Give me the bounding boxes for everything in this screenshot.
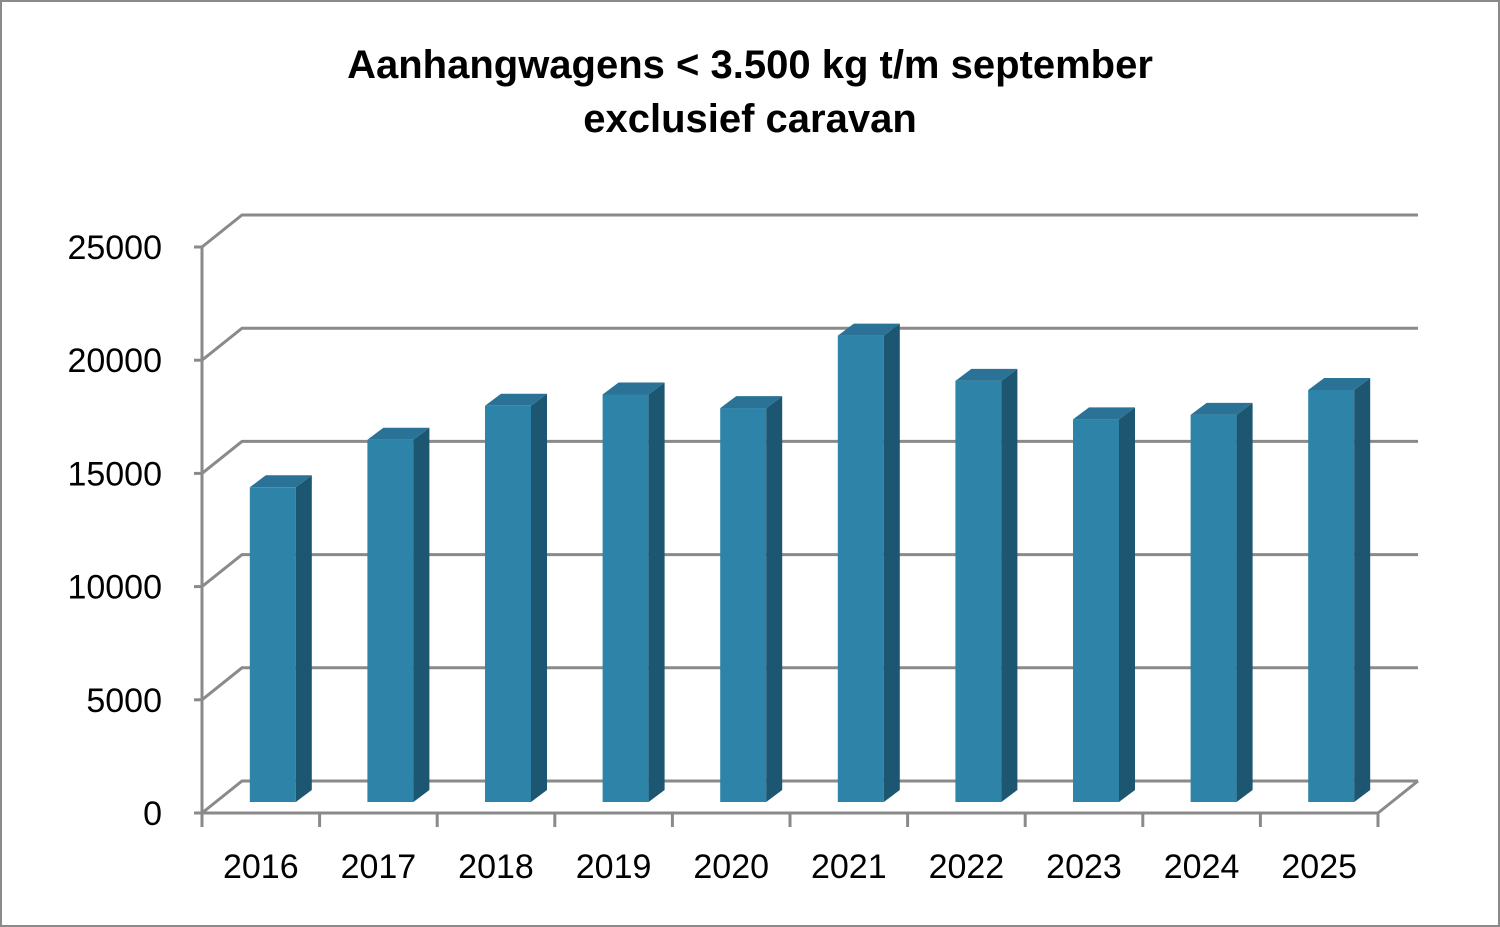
gridline-15000: [201, 439, 1418, 475]
x-tick-label-2019: 2019: [576, 848, 652, 886]
chart-title: Aanhangwagens < 3.500 kg t/m september e…: [0, 38, 1500, 146]
gridline-0: [201, 779, 1418, 815]
y-tick-label-5000: 5000: [86, 682, 162, 720]
bar-top-2025: [1308, 377, 1371, 390]
gridline-25000: [201, 213, 1418, 249]
bar-front-2016: [249, 487, 296, 802]
x-tick-label-2022: 2022: [929, 848, 1005, 886]
x-tick-label-2020: 2020: [693, 848, 769, 886]
y-tick-label-10000: 10000: [67, 569, 162, 607]
y-tick-label-0: 0: [143, 795, 162, 833]
bar-front-2024: [1190, 414, 1237, 802]
bar-top-2022: [955, 368, 1018, 381]
bar-side-2017: [413, 427, 430, 802]
bar-top-2017: [367, 427, 430, 440]
x-tick-label-2024: 2024: [1164, 848, 1240, 886]
chart-title-line-1: Aanhangwagens < 3.500 kg t/m september: [347, 43, 1153, 87]
bar-side-2018: [531, 393, 547, 802]
gridlines: [201, 213, 1418, 815]
bar-top-2018: [485, 393, 547, 406]
bar-side-2024: [1236, 402, 1253, 802]
y-tick-label-15000: 15000: [67, 455, 162, 493]
bar-2025: [1308, 377, 1371, 802]
x-tick-label-2023: 2023: [1046, 848, 1122, 886]
bar-top-2024: [1190, 402, 1253, 415]
bar-2023: [1073, 407, 1135, 802]
bar-side-2022: [1001, 368, 1018, 802]
bar-2022: [955, 368, 1018, 802]
bar-top-2016: [249, 475, 312, 488]
bar-side-2021: [883, 323, 900, 802]
y-tick-labels: 0 5000 10000 15000 20000 25000: [67, 229, 162, 833]
bar-front-2020: [720, 408, 767, 802]
bar-side-2023: [1119, 407, 1135, 802]
bar-front-2022: [955, 380, 1002, 802]
x-tick-label-2025: 2025: [1281, 848, 1357, 886]
bar-2021: [837, 323, 900, 802]
bar-top-2023: [1073, 407, 1135, 420]
bar-front-2023: [1073, 419, 1119, 802]
bar-front-2025: [1308, 389, 1355, 802]
bars: [249, 323, 1371, 802]
bar-top-2021: [837, 323, 900, 336]
gridline-20000: [201, 326, 1418, 362]
x-tick-labels: 2016 2017 2018 2019 2020 2021 2022 2023 2024 2025: [223, 848, 1357, 886]
gridline-10000: [201, 553, 1418, 588]
bar-2019: [602, 382, 665, 802]
y-tick-label-25000: 25000: [67, 229, 162, 267]
bar-2016: [249, 475, 312, 802]
bar-front-2021: [837, 335, 884, 802]
bar-front-2019: [602, 394, 649, 802]
x-tick-label-2021: 2021: [811, 848, 887, 886]
bar-side-2016: [295, 475, 312, 802]
bar-side-2020: [766, 396, 783, 802]
chart-subtitle: exclusief caravan: [583, 97, 917, 141]
gridline-5000: [201, 666, 1418, 701]
bar-top-2019: [602, 382, 665, 395]
bar-top-2020: [720, 396, 783, 409]
bar-2024: [1190, 402, 1253, 802]
x-tick-label-2018: 2018: [458, 848, 534, 886]
axes: [194, 245, 1419, 827]
floor-right-edge: [1377, 779, 1419, 815]
bar-2018: [485, 393, 547, 802]
bar-side-2019: [648, 382, 665, 802]
bar-2020: [720, 396, 783, 802]
bar-front-2018: [485, 405, 531, 802]
bar-2017: [367, 427, 430, 802]
bar-side-2025: [1354, 377, 1371, 802]
x-tick-label-2016: 2016: [223, 848, 299, 886]
y-tick-label-20000: 20000: [67, 342, 162, 380]
x-tick-label-2017: 2017: [341, 848, 417, 886]
bar-front-2017: [367, 439, 414, 802]
